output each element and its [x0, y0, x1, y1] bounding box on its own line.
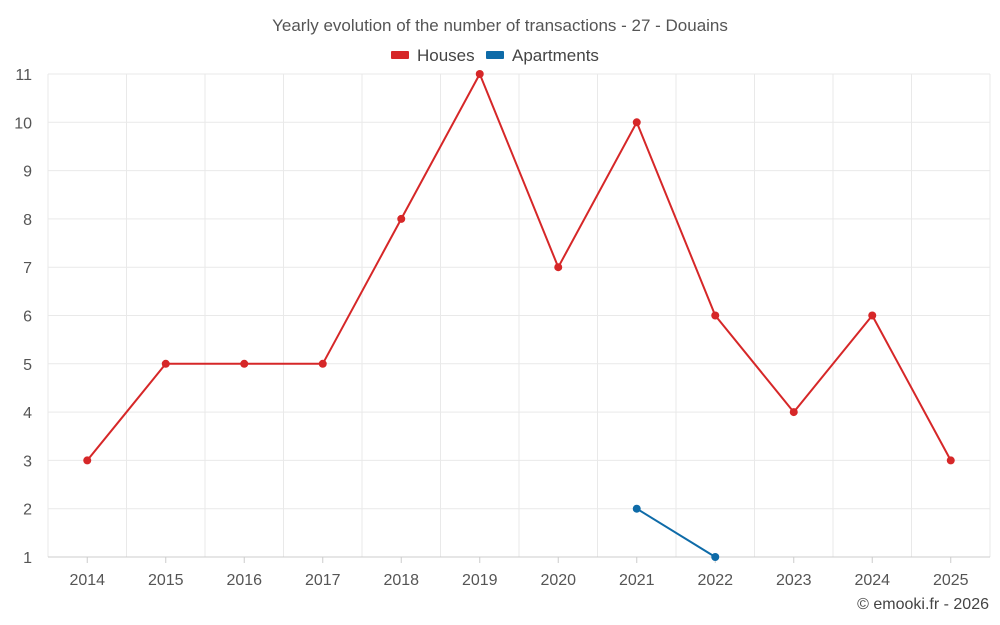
data-point-houses[interactable] — [946, 456, 955, 465]
data-point-houses[interactable] — [83, 456, 92, 465]
x-tick-label: 2018 — [383, 572, 419, 589]
chart-title: Yearly evolution of the number of transa… — [272, 16, 728, 35]
data-point-apartments[interactable] — [711, 553, 720, 561]
x-tick-label: 2023 — [776, 572, 812, 589]
legend-item-apartments[interactable]: Apartments — [486, 46, 599, 65]
y-tick-label: 11 — [15, 67, 32, 84]
legend-swatch-houses — [391, 51, 409, 59]
x-tick-label: 2020 — [540, 572, 576, 589]
data-point-houses[interactable] — [789, 408, 798, 417]
data-point-houses[interactable] — [711, 311, 720, 320]
legend-swatch-apartments — [486, 51, 504, 59]
y-tick-label: 5 — [23, 357, 32, 374]
data-point-houses[interactable] — [161, 359, 170, 368]
data-point-houses[interactable] — [240, 359, 249, 368]
x-tick-label: 2016 — [226, 572, 262, 589]
y-tick-label: 3 — [23, 453, 32, 470]
y-axis-ticks: 1 2 3 4 5 6 7 8 9 10 11 — [14, 67, 32, 567]
y-tick-label: 9 — [23, 164, 32, 181]
y-tick-label: 2 — [23, 502, 32, 519]
x-tick-label: 2022 — [697, 572, 733, 589]
y-tick-label: 8 — [23, 212, 32, 229]
x-tick-label: 2015 — [148, 572, 184, 589]
y-tick-label: 10 — [14, 115, 32, 132]
data-point-apartments[interactable] — [632, 504, 641, 513]
legend-label-apartments: Apartments — [512, 46, 599, 65]
x-axis-ticks: 2014 2015 2016 2017 2018 2019 2020 2021 2022 2023… — [69, 557, 969, 589]
data-point-houses[interactable] — [868, 311, 877, 320]
x-tick-label: 2025 — [933, 572, 969, 589]
data-point-houses[interactable] — [318, 359, 327, 368]
legend-item-houses[interactable]: Houses — [391, 46, 475, 65]
legend[interactable]: Houses Apartments — [391, 46, 599, 65]
series-houses — [83, 70, 955, 465]
x-tick-label: 2014 — [69, 572, 105, 589]
x-tick-label: 2024 — [854, 572, 890, 589]
series-apartments — [632, 504, 720, 561]
legend-label-houses: Houses — [417, 46, 475, 65]
credit-text: © emooki.fr - 2026 — [857, 596, 989, 613]
x-tick-label: 2017 — [305, 572, 341, 589]
y-tick-label: 4 — [23, 405, 32, 422]
data-point-houses[interactable] — [475, 70, 484, 78]
data-point-houses[interactable] — [632, 118, 641, 127]
data-point-houses[interactable] — [397, 214, 406, 223]
grid — [47, 73, 991, 558]
series-line-apartments — [636, 507, 716, 558]
data-point-houses[interactable] — [554, 263, 563, 272]
series-layer — [83, 70, 955, 561]
y-tick-label: 6 — [23, 309, 32, 326]
series-line-houses — [86, 73, 952, 462]
x-tick-label: 2021 — [619, 572, 655, 589]
y-tick-label: 7 — [23, 260, 32, 277]
x-tick-label: 2019 — [462, 572, 498, 589]
y-tick-label: 1 — [23, 550, 32, 567]
